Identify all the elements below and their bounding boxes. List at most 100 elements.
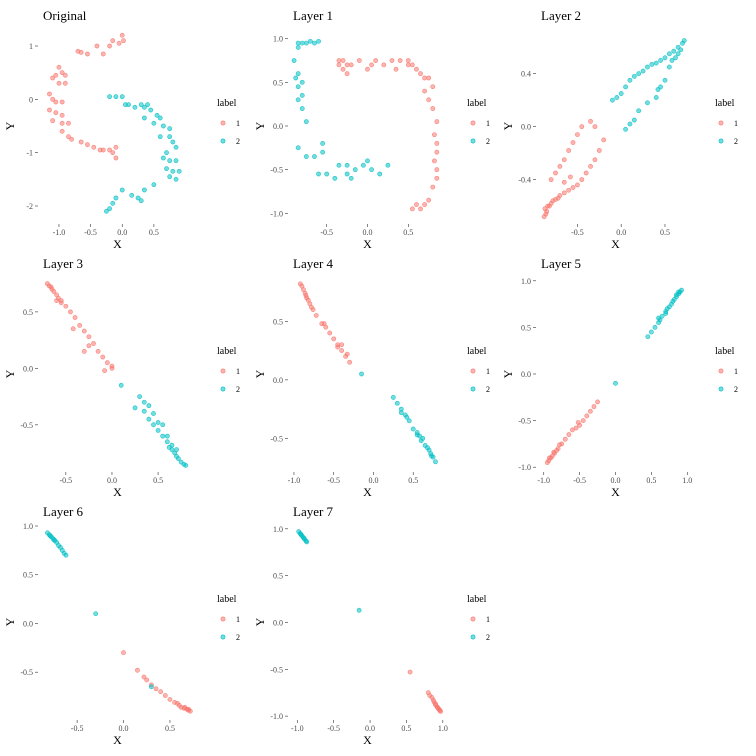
data-point-series-1 — [59, 120, 65, 126]
data-point-series-2 — [662, 77, 668, 83]
legend-key — [470, 368, 476, 374]
data-point-series-1 — [107, 147, 112, 153]
data-point-series-2 — [666, 64, 672, 70]
data-point-series-1 — [95, 349, 101, 354]
data-point-series-1 — [561, 190, 567, 196]
data-point-series-1 — [47, 107, 52, 113]
panel-title: Original — [43, 8, 87, 23]
data-point-series-1 — [72, 315, 78, 320]
data-point-series-1 — [78, 50, 84, 55]
data-point-series-2 — [645, 100, 650, 106]
data-point-series-1 — [81, 349, 87, 354]
x-tick-label: -0.5 — [327, 476, 340, 485]
y-tick-label: 0.5 — [273, 78, 283, 87]
x-tick-label: 0.5 — [403, 228, 413, 237]
x-axis-title: X — [363, 237, 372, 251]
data-point-series-1 — [588, 118, 593, 124]
y-tick-label: -1 — [26, 149, 33, 158]
y-tick-label: 0.0 — [273, 376, 283, 385]
data-point-series-1 — [86, 334, 92, 340]
data-point-series-2 — [673, 55, 678, 61]
data-point-series-2 — [420, 435, 426, 441]
data-point-series-1 — [116, 40, 122, 46]
data-point-series-2 — [653, 95, 659, 100]
data-point-series-1 — [86, 343, 92, 349]
data-point-series-2 — [655, 87, 661, 92]
data-point-series-2 — [406, 418, 412, 424]
data-point-series-1 — [113, 144, 119, 150]
x-tick-label: 1.0 — [438, 724, 448, 733]
data-point-series-1 — [434, 167, 440, 173]
data-point-series-2 — [303, 154, 309, 159]
data-point-series-1 — [310, 307, 316, 313]
y-tick-label: 1.0 — [23, 522, 33, 531]
x-tick-label: 0.0 — [107, 476, 117, 485]
data-point-series-2 — [295, 84, 301, 90]
legend-key — [470, 138, 476, 144]
data-point-series-2 — [293, 75, 299, 81]
legend-title: label — [467, 594, 487, 605]
data-point-series-1 — [158, 689, 164, 695]
legend-label: 1 — [236, 119, 240, 128]
data-point-series-1 — [557, 442, 562, 448]
data-point-series-2 — [627, 77, 633, 83]
data-point-series-2 — [352, 167, 358, 173]
data-point-series-1 — [426, 197, 432, 203]
data-point-series-1 — [422, 75, 428, 81]
legend-label: 1 — [734, 367, 738, 376]
data-point-series-2 — [658, 58, 663, 63]
data-point-series-1 — [340, 58, 346, 63]
y-tick-label: 0.5 — [273, 572, 283, 581]
legend-title: label — [715, 346, 735, 357]
y-tick-label: -1.0 — [270, 209, 283, 218]
data-point-series-2 — [145, 102, 150, 108]
data-point-series-1 — [113, 155, 119, 161]
data-point-series-1 — [53, 110, 59, 116]
data-point-series-1 — [327, 330, 333, 336]
data-point-series-2 — [640, 68, 646, 74]
x-axis-title: X — [113, 733, 122, 747]
legend-title: label — [467, 346, 487, 357]
data-point-series-1 — [167, 697, 173, 702]
panel-title: Layer 2 — [541, 8, 581, 23]
data-point-series-2 — [636, 71, 642, 77]
legend-key — [718, 368, 724, 374]
data-point-series-2 — [173, 144, 179, 150]
legend-key — [718, 138, 724, 144]
data-point-series-2 — [107, 94, 112, 100]
data-point-series-1 — [77, 323, 83, 328]
data-point-series-2 — [160, 422, 166, 428]
data-point-series-2 — [141, 115, 147, 121]
data-point-series-2 — [160, 433, 166, 439]
data-point-series-1 — [601, 137, 607, 143]
data-point-series-2 — [662, 55, 668, 61]
data-point-series-2 — [160, 155, 166, 161]
y-tick-label: 0.5 — [521, 323, 531, 332]
y-axis-title: Y — [253, 121, 267, 130]
data-point-series-2 — [151, 120, 157, 126]
data-point-series-1 — [431, 132, 437, 138]
data-point-series-1 — [100, 147, 106, 153]
data-point-series-2 — [425, 445, 430, 451]
data-point-series-1 — [335, 344, 341, 350]
y-axis-title: Y — [3, 369, 17, 378]
data-point-series-1 — [557, 163, 563, 169]
data-point-series-1 — [561, 179, 567, 185]
legend-title: label — [217, 98, 237, 109]
data-point-series-2 — [645, 64, 650, 70]
data-point-series-2 — [656, 315, 661, 321]
panel-title: Layer 6 — [43, 504, 84, 519]
data-point-series-2 — [51, 537, 57, 543]
x-tick-label: -0.5 — [327, 724, 340, 733]
data-point-series-2 — [174, 447, 179, 453]
data-point-series-1 — [575, 182, 580, 188]
data-point-series-2 — [312, 154, 317, 159]
y-tick-label: 0.0 — [23, 364, 33, 373]
data-point-series-2 — [649, 62, 655, 67]
data-point-series-2 — [298, 532, 304, 537]
data-point-series-2 — [320, 149, 326, 155]
legend-label: 1 — [236, 367, 240, 376]
data-point-series-1 — [566, 187, 572, 193]
data-point-series-1 — [153, 686, 159, 692]
